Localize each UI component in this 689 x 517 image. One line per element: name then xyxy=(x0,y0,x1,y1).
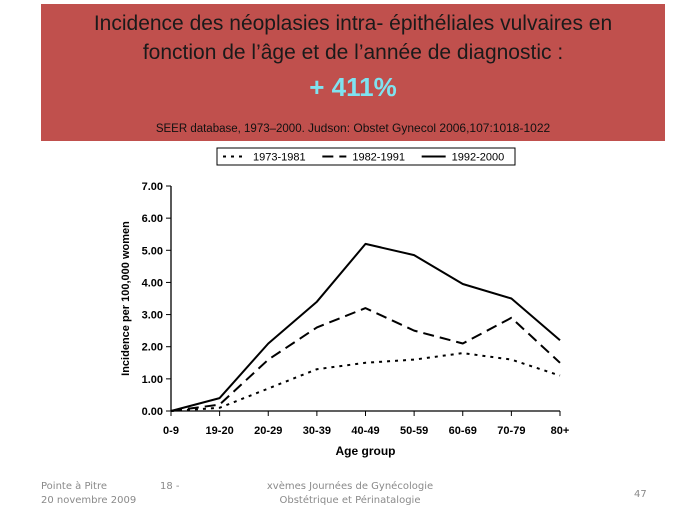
y-tick-label: 5.00 xyxy=(142,245,163,257)
footer-event-line-2: Obstétrique et Périnatalogie xyxy=(279,495,421,506)
legend-box xyxy=(216,147,516,166)
y-tick-label: 0.00 xyxy=(142,406,163,418)
x-tick-label: 60-69 xyxy=(449,425,477,437)
source-reference: Judson: Obstet Gynecol 2006,107:1018-102… xyxy=(308,121,551,135)
x-tick-label: 30-39 xyxy=(303,425,331,437)
title-line-1: Incidence des néoplasies intra- épithéli… xyxy=(93,12,613,35)
source-database: SEER database, 1973–2000. xyxy=(155,123,305,135)
footer-event-line-1: xvèmes Journées de Gynécologie xyxy=(266,481,434,492)
y-tick-label: 7.00 xyxy=(142,181,163,193)
source-citation: SEER database, 1973–2000. Judson: Obstet… xyxy=(41,121,665,135)
slide-title: Incidence des néoplasies intra- épithéli… xyxy=(41,9,665,67)
legend-label-1982-1991: 1982-1991 xyxy=(352,152,405,164)
footer-event: xvèmes Journées de Gynécologie Obstétriq… xyxy=(250,480,450,508)
y-tick-label: 1.00 xyxy=(142,374,163,386)
y-tick-label: 3.00 xyxy=(142,310,163,322)
legend-label-1973-1981: 1973-1981 xyxy=(253,152,306,164)
x-tick-label: 70-79 xyxy=(497,425,525,437)
series-line-1992-2000 xyxy=(170,242,561,412)
x-tick-label: 50-59 xyxy=(400,425,428,437)
footer-place: Pointe à Pitre xyxy=(41,481,108,492)
title-line-2: fonction de l’âge et de l’année de diagn… xyxy=(142,41,564,64)
x-tick-label: 40-49 xyxy=(351,425,379,437)
y-tick-label: 4.00 xyxy=(142,277,163,289)
y-tick-label: 6.00 xyxy=(142,213,163,225)
x-tick-label: 80+ xyxy=(551,425,570,437)
x-tick-label: 0-9 xyxy=(163,425,179,437)
increase-highlight: + 411% xyxy=(309,72,397,102)
page-number: 47 xyxy=(634,489,647,500)
series-line-1973-1981 xyxy=(170,352,561,412)
footer-slide-ref: 18 - xyxy=(160,481,180,492)
x-axis-title: Age group xyxy=(336,444,396,458)
y-axis-title: Incidence per 100,000 women xyxy=(120,221,132,376)
x-tick-label: 19-20 xyxy=(206,425,234,437)
x-tick-label: 20-29 xyxy=(254,425,282,437)
footer-location: Pointe à Pitre 20 novembre 2009 xyxy=(41,480,136,508)
legend-label-1992-2000: 1992-2000 xyxy=(452,152,505,164)
y-tick-label: 2.00 xyxy=(142,342,163,354)
footer-date: 20 novembre 2009 xyxy=(41,495,137,506)
title-banner xyxy=(41,4,665,141)
series-line-1982-1991 xyxy=(170,307,561,412)
